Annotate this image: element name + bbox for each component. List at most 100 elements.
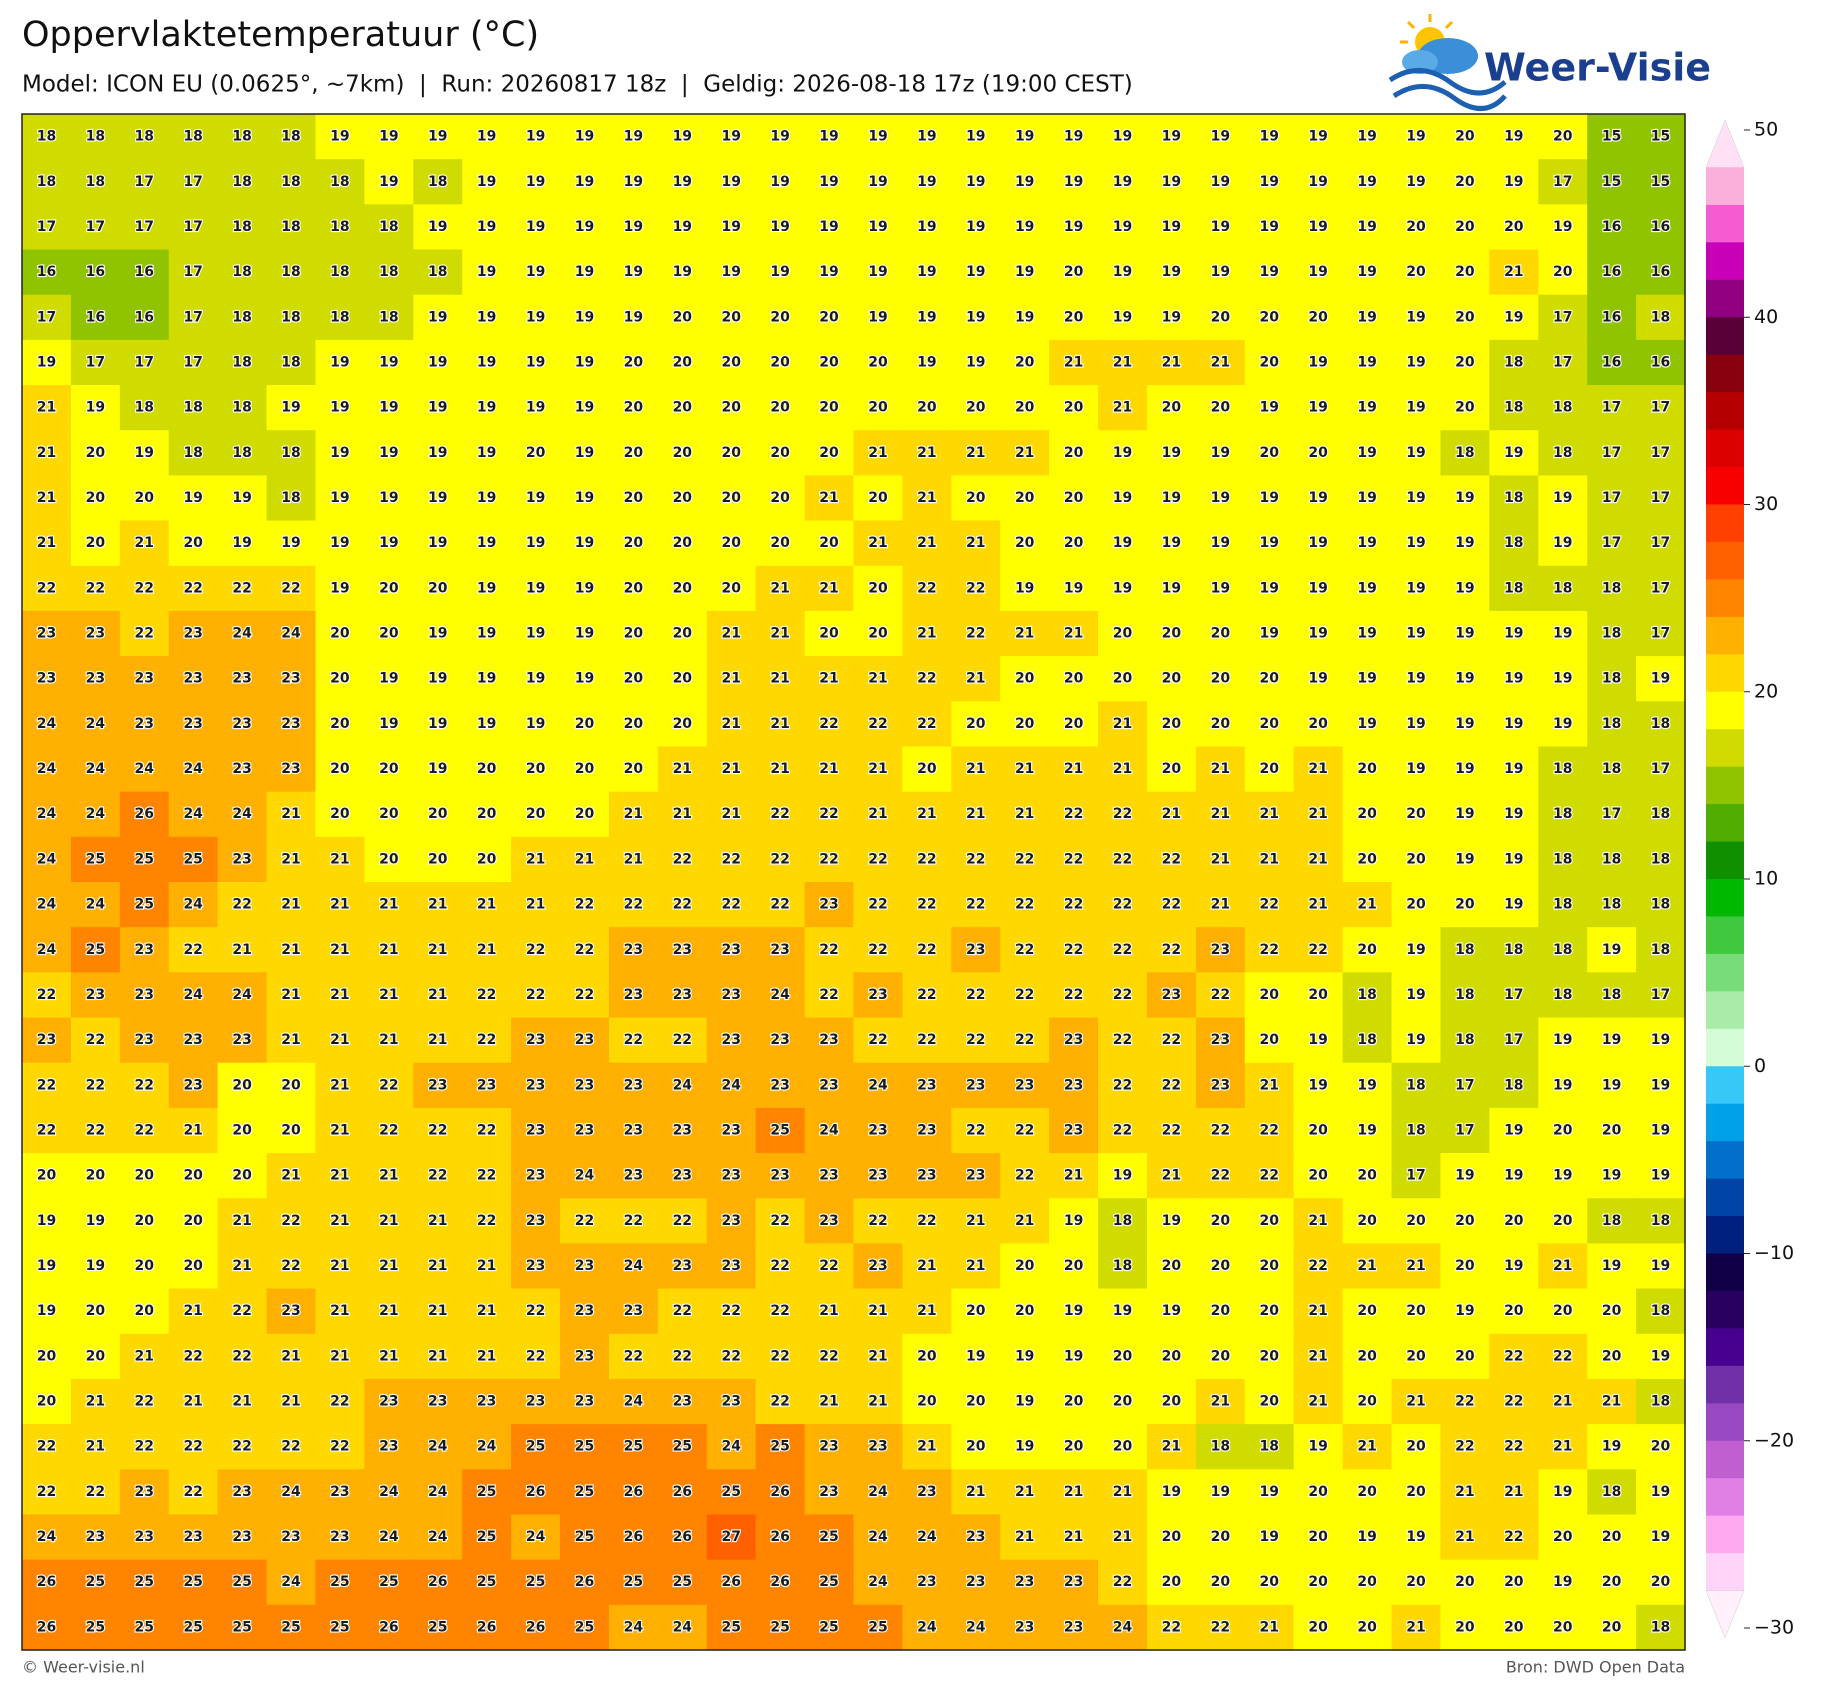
- temperature-label: 19: [379, 671, 398, 687]
- temperature-cell: [413, 1604, 463, 1651]
- temperature-cell: [413, 927, 463, 973]
- temperature-cell: [657, 1559, 708, 1606]
- temperature-cell: [1489, 385, 1539, 431]
- temperature-cell: [1098, 1378, 1148, 1425]
- temperature-cell: [1587, 1514, 1637, 1561]
- temperature-label: 24: [721, 1077, 741, 1093]
- temperature-cell: [706, 1333, 757, 1380]
- temperature-cell: [1244, 1017, 1295, 1064]
- temperature-label: 20: [1553, 1122, 1573, 1138]
- temperature-cell: [1489, 565, 1539, 612]
- temperature-label: 21: [428, 1032, 447, 1048]
- temperature-label: 19: [1308, 626, 1327, 642]
- temperature-cell: [119, 339, 170, 386]
- temperature-cell: [1342, 475, 1393, 522]
- temperature-label: 20: [673, 671, 693, 687]
- temperature-label: 19: [1357, 174, 1376, 190]
- temperature-cell: [1587, 249, 1637, 296]
- temperature-label: 25: [183, 1574, 202, 1590]
- temperature-cell: [755, 746, 806, 793]
- temperature-label: 19: [673, 219, 692, 235]
- temperature-cell: [1244, 972, 1295, 1019]
- temperature-cell: [217, 882, 268, 928]
- temperature-cell: [1146, 114, 1197, 160]
- temperature-cell: [1489, 114, 1539, 160]
- temperature-cell: [902, 1604, 952, 1651]
- temperature-label: 22: [232, 580, 251, 596]
- temperature-cell: [853, 1062, 904, 1109]
- temperature-label: 16: [1602, 309, 1621, 325]
- temperature-cell: [755, 927, 806, 973]
- temperature-label: 19: [770, 264, 789, 280]
- temperature-label: 19: [575, 354, 594, 370]
- temperature-cell: [364, 972, 414, 1019]
- temperature-cell: [1342, 1514, 1393, 1561]
- temperature-label: 21: [232, 1394, 251, 1410]
- temperature-label: 21: [379, 1168, 398, 1184]
- temperature-label: 21: [819, 580, 838, 596]
- temperature-label: 20: [1260, 671, 1280, 687]
- temperature-label: 21: [37, 535, 56, 551]
- temperature-label: 17: [1406, 1168, 1425, 1184]
- temperature-label: 23: [770, 1032, 789, 1048]
- temperature-cell: [706, 882, 757, 928]
- temperature-cell: [462, 565, 512, 612]
- temperature-label: 20: [1602, 1574, 1622, 1590]
- temperature-label: 22: [86, 580, 105, 596]
- temperature-cell: [511, 385, 561, 431]
- temperature-cell: [1293, 1333, 1344, 1380]
- temperature-cell: [1146, 1017, 1197, 1064]
- temperature-label: 22: [917, 897, 936, 913]
- temperature-label: 17: [1455, 1122, 1474, 1138]
- temperature-label: 19: [1651, 1258, 1670, 1274]
- temperature-cell: [1342, 204, 1393, 251]
- temperature-label: 22: [575, 897, 594, 913]
- temperature-label: 20: [624, 400, 644, 416]
- temperature-cell: [657, 746, 708, 793]
- temperature-cell: [902, 1107, 952, 1154]
- temperature-label: 22: [770, 1258, 789, 1274]
- temperature-label: 22: [232, 1439, 251, 1455]
- temperature-label: 22: [1064, 806, 1083, 822]
- temperature-label: 22: [1064, 851, 1083, 867]
- temperature-label: 25: [86, 1574, 105, 1590]
- temperature-cell: [266, 339, 317, 386]
- temperature-label: 19: [477, 129, 496, 145]
- temperature-cell: [1538, 1604, 1588, 1651]
- temperature-label: 20: [1406, 1484, 1426, 1500]
- temperature-cell: [951, 1424, 1001, 1470]
- temperature-label: 19: [37, 1303, 56, 1319]
- temperature-label: 23: [477, 1394, 496, 1410]
- temperature-label: 19: [1162, 490, 1181, 506]
- temperature-label: 21: [819, 490, 838, 506]
- temperature-label: 16: [1602, 354, 1621, 370]
- temperature-cell: [902, 565, 952, 612]
- temperature-cell: [119, 882, 170, 928]
- temperature-label: 19: [526, 400, 545, 416]
- temperature-cell: [706, 1243, 757, 1290]
- temperature-label: 20: [477, 851, 497, 867]
- temperature-label: 18: [1553, 806, 1572, 822]
- temperature-label: 25: [624, 1439, 643, 1455]
- temperature-cell: [1587, 972, 1637, 1019]
- temperature-cell: [1636, 1107, 1686, 1154]
- temperature-cell: [217, 475, 268, 522]
- temperature-cell: [462, 1153, 512, 1199]
- temperature-cell: [1146, 1514, 1197, 1561]
- temperature-cell: [951, 520, 1001, 567]
- temperature-label: 23: [673, 942, 692, 958]
- temperature-label: 19: [1455, 535, 1474, 551]
- temperature-label: 24: [917, 1619, 937, 1635]
- temperature-label: 18: [1455, 1032, 1474, 1048]
- temperature-cell: [1000, 1107, 1050, 1154]
- temperature-label: 18: [1553, 580, 1572, 596]
- temperature-cell: [755, 610, 806, 657]
- temperature-cell: [168, 294, 219, 341]
- temperature-label: 19: [1357, 354, 1376, 370]
- temperature-label: 20: [1162, 400, 1182, 416]
- temperature-label: 24: [721, 1439, 741, 1455]
- temperature-cell: [804, 791, 855, 838]
- temperature-label: 21: [428, 1348, 447, 1364]
- temperature-cell: [315, 746, 365, 793]
- temperature-label: 22: [135, 1394, 154, 1410]
